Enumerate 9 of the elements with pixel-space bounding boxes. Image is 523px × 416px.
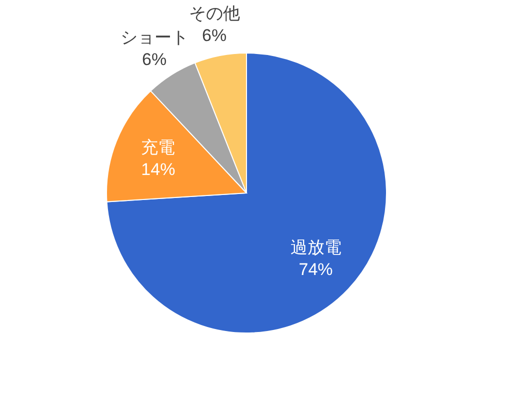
pie-slice	[106, 52, 387, 334]
data-label: 6%	[142, 50, 167, 69]
slice-label: 過放電	[290, 238, 342, 258]
data-label: 74%	[298, 260, 333, 280]
slice-label: その他	[188, 4, 240, 24]
slice-label: ショート	[120, 28, 188, 47]
data-label: 6%	[202, 26, 227, 46]
slice-label: 充電	[141, 138, 176, 158]
data-label: 14%	[141, 160, 176, 180]
